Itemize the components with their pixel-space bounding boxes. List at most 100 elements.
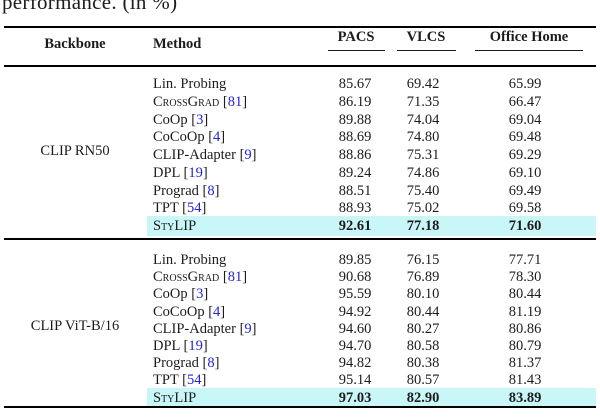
table-row: CrossGrad [81] 86.19 71.35 66.47 bbox=[0, 94, 600, 112]
table-row: TPT [54] 95.14 80.57 81.43 bbox=[0, 372, 600, 390]
citation-link[interactable]: 19 bbox=[188, 338, 203, 354]
value-cell-office-home: 69.58 bbox=[508, 200, 542, 217]
value-cell-office-home: 78.30 bbox=[508, 269, 542, 286]
column-header-method: Method bbox=[153, 36, 202, 52]
method-name: StyLIP bbox=[153, 218, 197, 234]
value-cell-pacs: 90.68 bbox=[338, 269, 372, 286]
value-cell-office-home: 69.29 bbox=[508, 147, 542, 163]
method-cell: DPL [19] bbox=[153, 338, 208, 354]
citation-link[interactable]: 19 bbox=[188, 164, 203, 181]
table-row: CoCoOp [4] 94.92 80.44 81.19 bbox=[0, 304, 600, 322]
method-name: DPL bbox=[153, 338, 180, 354]
value-cell-vlcs: 80.10 bbox=[406, 286, 440, 303]
value-cell-vlcs: 75.02 bbox=[406, 200, 440, 217]
value-cell-vlcs: 74.04 bbox=[406, 111, 440, 128]
value-cell-vlcs: 74.80 bbox=[406, 129, 440, 146]
method-name: TPT bbox=[153, 372, 179, 389]
value-cell-vlcs: 76.15 bbox=[406, 252, 440, 268]
citation-link[interactable]: 81 bbox=[227, 269, 243, 286]
method-cell: StyLIP bbox=[153, 218, 196, 234]
value-cell-office-home: 66.47 bbox=[508, 93, 542, 110]
value-cell-pacs: 92.61 bbox=[338, 218, 372, 234]
cmidrule-vlcs bbox=[397, 50, 456, 51]
value-cell-vlcs: 75.31 bbox=[406, 147, 440, 163]
value-cell-pacs: 95.59 bbox=[338, 286, 372, 303]
citation-link[interactable]: 54 bbox=[187, 372, 202, 389]
method-name: CrossGrad bbox=[153, 93, 220, 110]
method-cell: Lin. Probing bbox=[153, 76, 226, 92]
value-cell-pacs: 86.19 bbox=[338, 93, 372, 110]
method-cell: Prograd [8] bbox=[153, 182, 220, 199]
citation-link[interactable]: 4 bbox=[213, 129, 221, 146]
method-cell: CoOp [3] bbox=[153, 286, 209, 303]
method-name: Prograd bbox=[153, 355, 199, 372]
table-row: Prograd [8] 88.51 75.40 69.49 bbox=[0, 183, 600, 201]
value-cell-office-home: 69.10 bbox=[508, 164, 542, 181]
method-name: CoCoOp bbox=[153, 129, 205, 146]
method-name: DPL bbox=[153, 164, 180, 181]
table-top-rule bbox=[4, 26, 596, 28]
backbone-label-rn50: CLIP RN50 bbox=[40, 143, 110, 159]
value-cell-pacs: 88.69 bbox=[338, 129, 372, 146]
caption-partial: performance. (in %) bbox=[2, 0, 178, 14]
method-name: Prograd bbox=[153, 182, 199, 199]
method-cell: CrossGrad [81] bbox=[153, 93, 248, 110]
method-name: CoOp bbox=[153, 111, 188, 128]
citation-link[interactable]: 9 bbox=[244, 147, 252, 163]
citation-link[interactable]: 8 bbox=[207, 355, 215, 372]
value-cell-pacs: 94.82 bbox=[338, 355, 372, 372]
column-header-pacs: PACS bbox=[337, 29, 375, 45]
value-cell-pacs: 89.88 bbox=[338, 111, 372, 128]
value-cell-vlcs: 80.27 bbox=[406, 320, 440, 337]
method-cell: CoCoOp [4] bbox=[153, 129, 226, 146]
citation-link[interactable]: 4 bbox=[213, 303, 221, 320]
table-section-divider-rule bbox=[4, 238, 596, 240]
cmidrule-office-home bbox=[475, 50, 583, 51]
value-cell-office-home: 69.48 bbox=[508, 129, 542, 146]
citation-link[interactable]: 3 bbox=[196, 111, 204, 128]
citation-link[interactable]: 8 bbox=[207, 182, 215, 199]
citation-link[interactable]: 81 bbox=[227, 93, 243, 110]
value-cell-pacs: 95.14 bbox=[338, 372, 372, 389]
value-cell-vlcs: 77.18 bbox=[406, 218, 440, 234]
value-cell-pacs: 94.70 bbox=[338, 338, 372, 354]
method-name: StyLIP bbox=[153, 389, 197, 406]
citation-link[interactable]: 9 bbox=[244, 320, 252, 337]
value-cell-vlcs: 80.58 bbox=[406, 338, 440, 354]
method-name: TPT bbox=[153, 200, 179, 217]
value-cell-pacs: 94.92 bbox=[338, 303, 372, 320]
method-cell: CrossGrad [81] bbox=[153, 269, 248, 286]
table-row: CrossGrad [81] 90.68 76.89 78.30 bbox=[0, 269, 600, 287]
value-cell-pacs: 97.03 bbox=[338, 389, 372, 406]
method-name: CLIP-Adapter bbox=[153, 320, 236, 337]
table-row: DPL [19] 89.24 74.86 69.10 bbox=[0, 165, 600, 183]
value-cell-pacs: 89.85 bbox=[338, 252, 372, 268]
value-cell-office-home: 80.86 bbox=[508, 320, 542, 337]
method-name: CoCoOp bbox=[153, 303, 205, 320]
value-cell-vlcs: 71.35 bbox=[406, 93, 440, 110]
value-cell-vlcs: 74.86 bbox=[406, 164, 440, 181]
value-cell-office-home: 69.49 bbox=[508, 182, 542, 199]
method-name: Lin. Probing bbox=[153, 76, 227, 92]
citation-link[interactable]: 54 bbox=[187, 200, 202, 217]
method-cell: StyLIP bbox=[153, 390, 196, 406]
column-header-vlcs: VLCS bbox=[406, 29, 446, 45]
method-name: Lin. Probing bbox=[153, 252, 227, 268]
table-row: CLIP-Adapter [9] 94.60 80.27 80.86 bbox=[0, 321, 600, 339]
table-row: DPL [19] 94.70 80.58 80.79 bbox=[0, 338, 600, 356]
method-cell: CLIP-Adapter [9] bbox=[153, 320, 257, 337]
method-cell: CoOp [3] bbox=[153, 111, 209, 128]
row-highlight bbox=[147, 387, 596, 408]
table-row: CoOp [3] 95.59 80.10 80.44 bbox=[0, 286, 600, 304]
value-cell-office-home: 71.60 bbox=[508, 218, 542, 234]
value-cell-vlcs: 76.89 bbox=[406, 269, 440, 286]
row-highlight bbox=[147, 216, 596, 236]
value-cell-office-home: 80.44 bbox=[508, 286, 542, 303]
value-cell-vlcs: 80.38 bbox=[406, 355, 440, 372]
method-cell: CoCoOp [4] bbox=[153, 303, 226, 320]
table-bottom-rule bbox=[4, 406, 596, 408]
column-header-backbone: Backbone bbox=[44, 36, 106, 52]
citation-link[interactable]: 3 bbox=[196, 286, 204, 303]
value-cell-vlcs: 69.42 bbox=[406, 76, 440, 92]
table-row: StyLIP 97.03 82.90 83.89 bbox=[0, 387, 600, 408]
